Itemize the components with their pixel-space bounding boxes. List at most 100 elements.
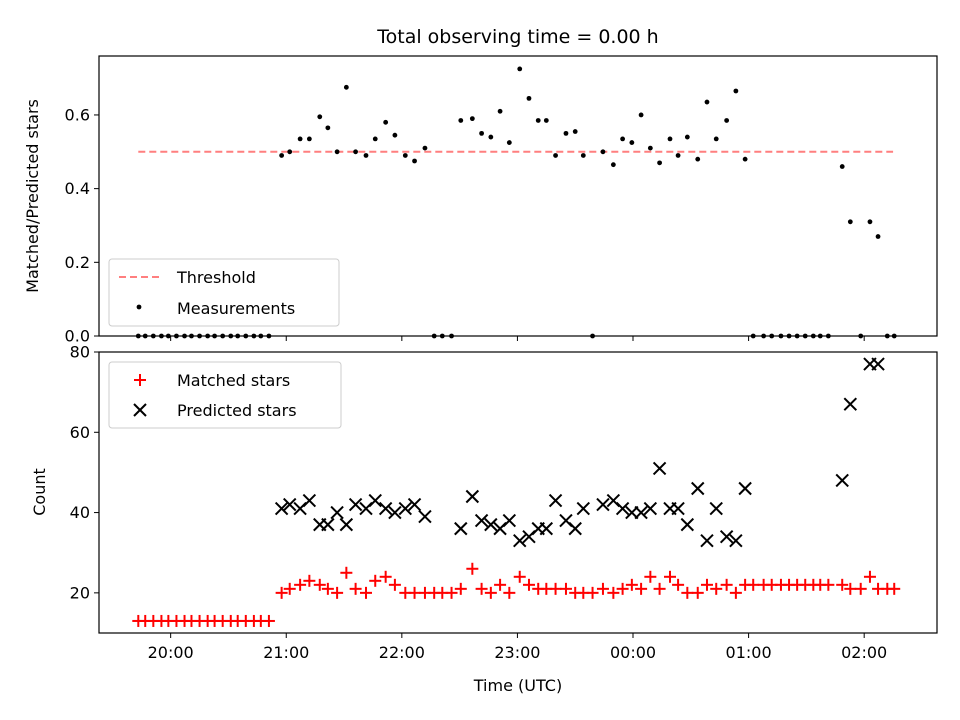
matched-star-point xyxy=(672,578,685,591)
predicted-star-point xyxy=(339,517,354,532)
measurement-point xyxy=(402,153,408,158)
predicted-star-point xyxy=(691,481,705,496)
x-ticks-ratio xyxy=(170,336,865,341)
measurement-point xyxy=(647,145,653,151)
matched-star-point xyxy=(559,582,572,595)
predicted-star-point xyxy=(302,493,317,508)
y-tick-label-count: 60 xyxy=(70,423,90,442)
measurement-point xyxy=(517,66,523,72)
measurement-point xyxy=(479,130,484,136)
matched-star-point xyxy=(888,582,901,595)
predicted-star-point xyxy=(474,513,489,528)
predicted-star-point xyxy=(283,497,297,512)
predicted-star-point xyxy=(652,461,667,476)
y-tick-label-ratio: 0.4 xyxy=(65,179,90,198)
predicted-star-point xyxy=(615,501,630,516)
measurement-point xyxy=(412,158,417,164)
measurement-point xyxy=(543,118,549,123)
count-panel: Count Time (UTC) 20 40 60 80 20:00 21:00 22:0… xyxy=(30,343,938,695)
matched-star-point xyxy=(475,582,488,595)
y-tick-label-ratio: 0.6 xyxy=(65,105,90,124)
matched-star-point xyxy=(388,578,401,591)
predicted-star-point xyxy=(330,505,344,520)
matched-star-point xyxy=(644,570,657,583)
measurement-point xyxy=(353,149,359,155)
measurement-point xyxy=(317,114,323,120)
predicted-star-point xyxy=(418,509,432,524)
predicted-stars-points xyxy=(274,357,885,548)
measurement-point xyxy=(847,219,853,225)
matched-star-point xyxy=(729,586,742,599)
matched-star-point xyxy=(596,582,609,595)
measurement-point xyxy=(526,95,532,101)
matched-star-point xyxy=(494,578,507,591)
measurement-point xyxy=(469,116,475,122)
measurement-point xyxy=(343,84,349,90)
y-ticks-ratio: 0.0 0.2 0.4 0.6 xyxy=(65,105,99,346)
measurement-point xyxy=(297,136,303,142)
measurement-point xyxy=(675,153,681,158)
matched-star-point xyxy=(522,578,535,591)
measurement-point xyxy=(325,125,331,131)
predicted-star-point xyxy=(348,497,363,512)
predicted-star-point xyxy=(502,513,517,528)
measurement-point xyxy=(629,140,635,145)
matched-star-point xyxy=(340,566,353,579)
measurement-point xyxy=(704,99,710,105)
matched-star-point xyxy=(616,582,629,595)
measurement-point xyxy=(684,134,690,140)
x-tick-label: 20:00 xyxy=(148,643,194,662)
matched-star-point xyxy=(484,586,497,599)
measurement-point xyxy=(458,118,464,123)
x-tick-label: 02:00 xyxy=(841,643,887,662)
matched-star-point xyxy=(379,570,392,583)
predicted-star-point xyxy=(680,517,695,532)
legend-matched-swatch xyxy=(134,374,146,386)
matched-star-point xyxy=(635,582,648,595)
matched-stars-points xyxy=(132,562,901,627)
y-tick-label-count: 40 xyxy=(70,503,90,522)
measurement-point xyxy=(279,153,285,158)
legend-matched-label: Matched stars xyxy=(177,371,290,390)
measurement-point xyxy=(724,118,730,123)
y-tick-label-ratio: 0.0 xyxy=(65,327,90,346)
predicted-star-point xyxy=(835,473,849,488)
predicted-star-point xyxy=(576,501,591,516)
measurement-point xyxy=(497,108,503,114)
x-axis-label: Time (UTC) xyxy=(473,676,562,695)
measurement-point xyxy=(572,129,578,134)
matched-star-point xyxy=(822,578,835,591)
matched-star-point xyxy=(586,586,599,599)
measurement-point xyxy=(306,136,312,142)
predicted-star-point xyxy=(729,533,743,548)
measurement-point xyxy=(334,149,340,155)
matched-star-point xyxy=(844,582,857,595)
measurement-point xyxy=(839,164,845,169)
matched-star-point xyxy=(836,578,849,591)
predicted-star-point xyxy=(465,489,480,504)
chart-title: Total observing time = 0.00 h xyxy=(376,26,658,48)
predicted-star-point xyxy=(548,493,563,508)
measurement-point xyxy=(422,145,428,151)
measurement-point xyxy=(563,130,569,136)
y-axis-label-count: Count xyxy=(30,468,49,516)
measurement-point xyxy=(742,156,748,162)
matched-star-point xyxy=(275,586,288,599)
measurement-point xyxy=(733,88,739,94)
matched-star-point xyxy=(503,586,516,599)
matched-star-point xyxy=(710,582,723,595)
legend-count: Matched stars Predicted stars xyxy=(108,361,342,429)
measurement-point xyxy=(610,162,616,168)
matched-star-point xyxy=(454,582,467,595)
predicted-star-point xyxy=(407,497,422,512)
measurement-point xyxy=(867,219,873,225)
measurement-point xyxy=(600,149,606,155)
y-tick-label-count: 20 xyxy=(70,583,90,602)
matched-star-point xyxy=(294,578,307,591)
matched-star-point xyxy=(720,578,733,591)
matched-star-point xyxy=(349,582,362,595)
x-tick-label: 23:00 xyxy=(494,643,540,662)
predicted-star-point xyxy=(643,501,658,516)
predicted-star-point xyxy=(398,501,413,516)
matched-star-point xyxy=(466,562,479,575)
